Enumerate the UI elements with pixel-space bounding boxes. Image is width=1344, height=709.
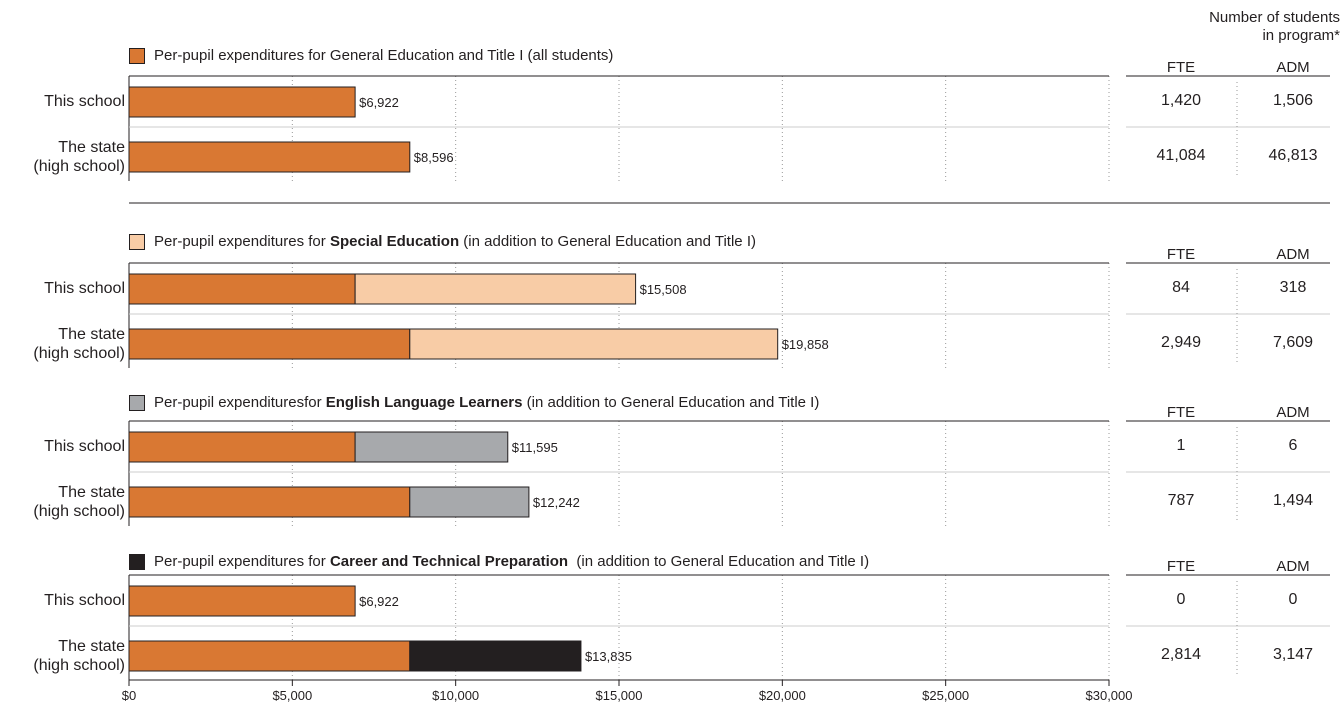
x-tick-label: $25,000 — [922, 688, 969, 703]
bar-value-label: $13,835 — [585, 649, 632, 664]
fte-count: 84 — [1172, 279, 1190, 296]
title-bold: Career and Technical Preparation — [329, 553, 569, 570]
counts-header-line1: Number of students — [1209, 9, 1340, 26]
title-post: (in addition to General Education and Ti… — [459, 233, 756, 250]
title-post: (in addition to General Education and Ti… — [522, 394, 820, 411]
adm-count: 6 — [1288, 437, 1298, 454]
row-label-school: This school — [44, 280, 125, 297]
x-tick-label: $0 — [122, 688, 136, 703]
section-title: Per-pupil expenditures for Career and Te… — [129, 553, 869, 570]
row-label-state: The state (high school) — [33, 637, 125, 675]
section-title-text: Per-pupil expendituresfor English Langua… — [154, 394, 819, 411]
title-bold: English Language Learners — [325, 394, 523, 411]
adm-header: ADM — [1276, 246, 1310, 263]
counts-header: Number of students in program* — [1150, 9, 1340, 45]
bar-value-label: $11,595 — [512, 440, 558, 455]
fte-count: 1 — [1176, 437, 1186, 454]
row-label-school: This school — [44, 592, 125, 609]
x-tick-label: $5,000 — [272, 688, 312, 703]
x-tick-label: $10,000 — [432, 688, 479, 703]
bar-general — [128, 141, 411, 173]
row-label-school: This school — [44, 93, 125, 110]
bar-value-label: $8,596 — [414, 150, 454, 165]
row-label-school: This school — [44, 438, 125, 455]
fte-count: 2,814 — [1160, 646, 1202, 663]
fte-count: 1,420 — [1160, 92, 1202, 109]
x-tick-label: $15,000 — [596, 688, 643, 703]
row-label-state-line2: (high school) — [33, 158, 125, 175]
title-pre: Per-pupil expenditures for — [154, 553, 330, 570]
title-pre: Per-pupil expenditures for General Educa… — [154, 47, 614, 64]
x-tick-label: $30,000 — [1086, 688, 1133, 703]
adm-count: 318 — [1279, 279, 1307, 296]
legend-swatch — [129, 233, 145, 250]
row-label-state: The state (high school) — [33, 138, 125, 176]
bar-general — [128, 585, 356, 617]
section-title-text: Per-pupil expenditures for Career and Te… — [154, 553, 869, 570]
bar-general — [128, 640, 411, 672]
row-label-state-line2: (high school) — [33, 345, 125, 362]
fte-count: 0 — [1176, 591, 1186, 608]
fte-count: 2,949 — [1160, 334, 1202, 351]
row-label-state-line1: The state — [58, 484, 125, 501]
section-title-text: Per-pupil expenditures for General Educa… — [154, 47, 613, 64]
bar-special — [354, 273, 637, 305]
row-label-state: The state (high school) — [33, 325, 125, 363]
bar-general — [128, 328, 411, 360]
bar-ell — [354, 431, 509, 463]
adm-count: 46,813 — [1268, 147, 1318, 164]
adm-count: 0 — [1288, 591, 1298, 608]
row-label-state: The state (high school) — [33, 483, 125, 521]
counts-header-line2: in program* — [1262, 27, 1340, 44]
fte-header: FTE — [1166, 246, 1196, 263]
fte-header: FTE — [1166, 404, 1196, 421]
title-pre: Per-pupil expendituresfor — [154, 394, 326, 411]
adm-count: 1,494 — [1272, 492, 1314, 509]
bar-special — [409, 328, 779, 360]
title-pre: Per-pupil expenditures for — [154, 233, 330, 250]
adm-header: ADM — [1276, 404, 1310, 421]
bar-general — [128, 486, 411, 518]
adm-count: 7,609 — [1272, 334, 1314, 351]
bar-value-label: $6,922 — [359, 594, 399, 609]
legend-swatch — [129, 47, 145, 64]
title-post: (in addition to General Education and Ti… — [568, 553, 870, 570]
bar-ell — [409, 486, 530, 518]
bar-general — [128, 273, 356, 305]
row-label-state-line1: The state — [58, 139, 125, 156]
row-label-state-line1: The state — [58, 638, 125, 655]
adm-count: 1,506 — [1272, 92, 1314, 109]
adm-count: 3,147 — [1272, 646, 1314, 663]
title-bold: Special Education — [329, 233, 460, 250]
section-title: Per-pupil expenditures for General Educa… — [129, 47, 613, 64]
bar-value-label: $6,922 — [359, 95, 399, 110]
fte-count: 41,084 — [1156, 147, 1206, 164]
legend-swatch — [129, 394, 145, 411]
bar-value-label: $15,508 — [640, 282, 687, 297]
bar-value-label: $12,242 — [533, 495, 580, 510]
fte-count: 787 — [1167, 492, 1195, 509]
adm-header: ADM — [1276, 59, 1310, 76]
legend-swatch — [129, 553, 145, 570]
row-label-state-line1: The state — [58, 326, 125, 343]
x-tick-label: $20,000 — [759, 688, 806, 703]
bar-value-label: $19,858 — [782, 337, 829, 352]
adm-header: ADM — [1276, 558, 1310, 575]
section-title: Per-pupil expenditures for Special Educa… — [129, 233, 756, 250]
row-label-state-line2: (high school) — [33, 503, 125, 520]
section-title: Per-pupil expendituresfor English Langua… — [129, 394, 819, 411]
fte-header: FTE — [1166, 558, 1196, 575]
bar-general — [128, 431, 356, 463]
row-label-state-line2: (high school) — [33, 657, 125, 674]
bar-general — [128, 86, 356, 118]
section-title-text: Per-pupil expenditures for Special Educa… — [154, 233, 756, 250]
fte-header: FTE — [1166, 59, 1196, 76]
bar-career — [409, 640, 582, 672]
